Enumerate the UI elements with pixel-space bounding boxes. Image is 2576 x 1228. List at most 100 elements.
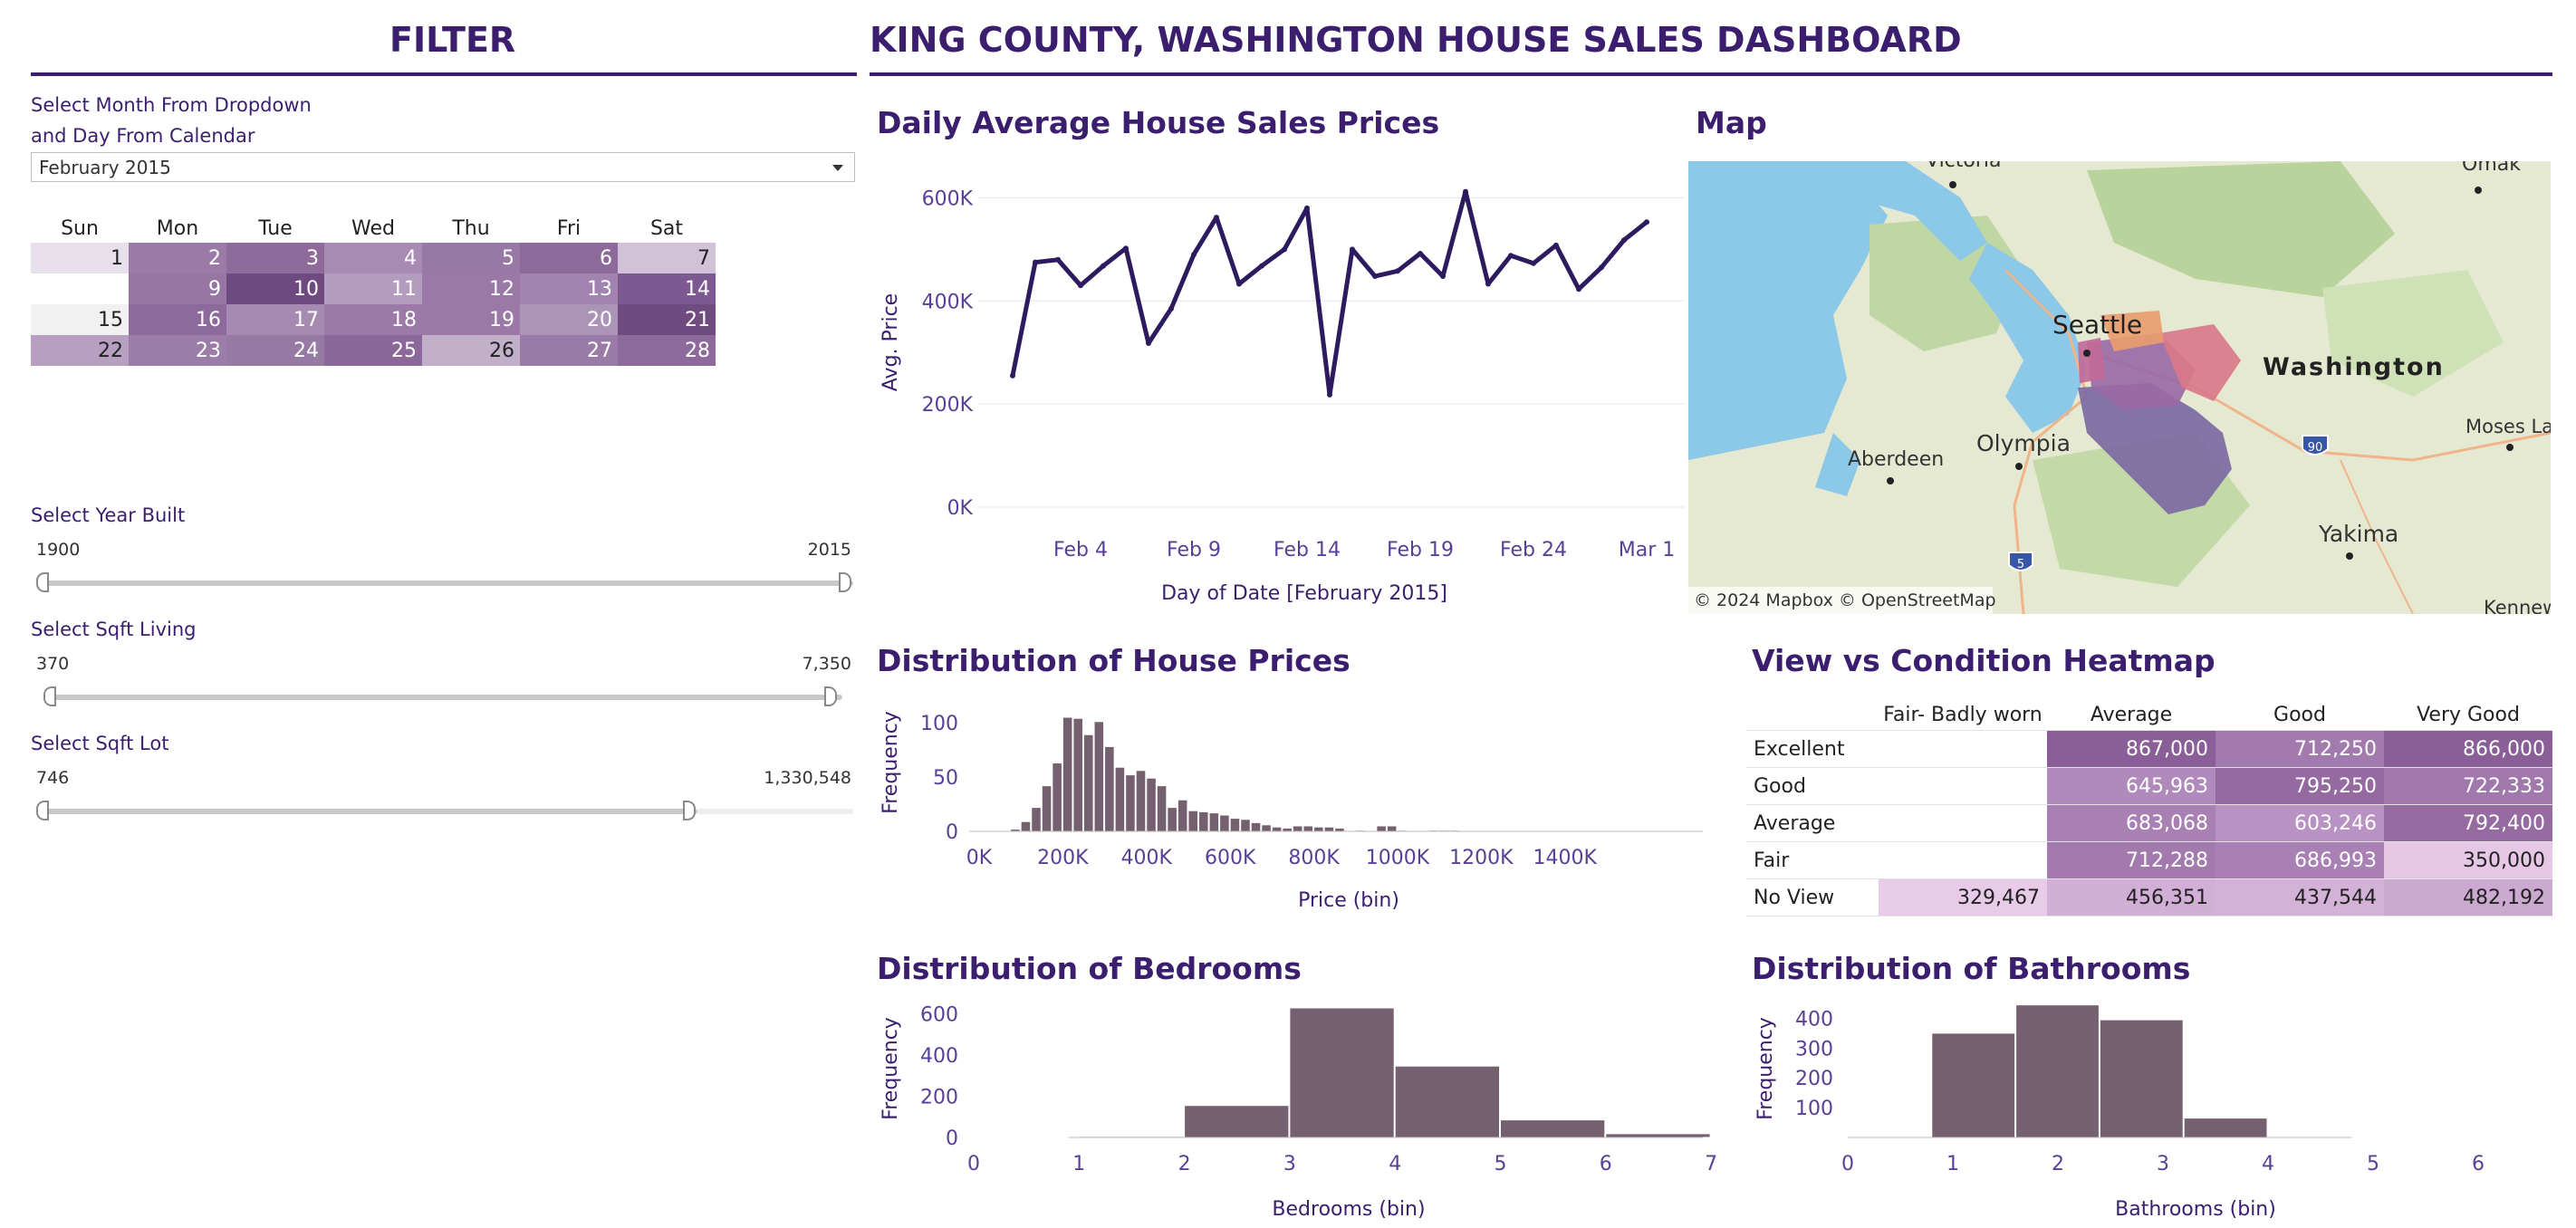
calendar-day[interactable]: 18 [324,304,422,335]
calendar-day[interactable]: 5 [422,243,520,273]
price-bar[interactable] [1302,825,1314,832]
heatmap-cell[interactable]: 866,000 [2384,730,2552,768]
calendar-day[interactable]: 15 [31,304,129,335]
line-point[interactable] [1395,268,1400,274]
price-bar[interactable] [1187,810,1199,832]
line-point[interactable] [1168,305,1174,312]
calendar-day[interactable]: 4 [324,243,422,273]
price-bar[interactable] [1082,734,1094,832]
calendar-day[interactable]: 17 [226,304,324,335]
price-bar[interactable] [1041,785,1053,832]
line-point[interactable] [1553,242,1559,248]
price-bar[interactable] [1062,716,1073,832]
line-point[interactable] [1101,263,1106,269]
line-point[interactable] [1191,252,1197,258]
heatmap-cell[interactable]: 603,246 [2216,804,2384,842]
heatmap-cell[interactable]: 456,351 [2047,878,2216,916]
bedrooms-bar[interactable] [1289,1007,1395,1138]
slider-max-handle[interactable] [839,572,851,592]
price-bar[interactable] [1198,811,1209,832]
price-bar[interactable] [1020,820,1032,832]
calendar-day[interactable]: 23 [129,335,226,366]
calendar-day[interactable]: 20 [520,304,618,335]
sqft-living-slider[interactable] [43,686,842,708]
price-bar[interactable] [1219,814,1230,832]
line-point[interactable] [1214,215,1219,221]
map-attribution[interactable]: © 2024 Mapbox © OpenStreetMap [1694,590,1996,610]
month-dropdown[interactable]: February 2015 [31,152,855,182]
price-bar[interactable] [1167,807,1177,832]
line-point[interactable] [1440,273,1446,279]
bathrooms-bar[interactable] [1931,1032,2016,1138]
bathrooms-bar[interactable] [2099,1019,2184,1138]
line-point[interactable] [1055,256,1061,263]
calendar-day[interactable]: 24 [226,335,324,366]
line-point[interactable] [1350,246,1355,253]
heatmap-cell[interactable]: 437,544 [2216,878,2384,916]
calendar-day[interactable]: 13 [520,273,618,304]
line-point[interactable] [1508,253,1514,259]
price-bar[interactable] [1282,827,1293,832]
calendar-day[interactable]: 21 [618,304,716,335]
calendar-day[interactable]: 3 [226,243,324,273]
slider-max-handle[interactable] [824,686,837,706]
line-point[interactable] [1644,219,1649,225]
heatmap-cell[interactable]: 722,333 [2384,767,2552,805]
price-bar[interactable] [1104,745,1115,832]
line-point[interactable] [1418,250,1423,256]
calendar-day[interactable]: 7 [618,243,716,273]
line-point[interactable] [1531,260,1536,266]
price-bar[interactable] [1261,824,1272,832]
price-bar[interactable] [1031,807,1042,832]
calendar-day[interactable]: 6 [520,243,618,273]
line-point[interactable] [1282,246,1287,253]
calendar-day[interactable]: 9 [129,273,226,304]
price-bar[interactable] [1156,785,1168,832]
heatmap-cell[interactable]: 792,400 [2384,804,2552,842]
heatmap-cell[interactable]: 712,250 [2216,730,2384,768]
bedrooms-bar[interactable] [1394,1065,1501,1138]
price-bar[interactable] [1386,825,1398,832]
calendar-day[interactable]: 2 [129,243,226,273]
sqft-lot-slider[interactable] [36,801,853,822]
bathrooms-bar[interactable] [2183,1118,2268,1138]
calendar-day[interactable]: 27 [520,335,618,366]
line-point[interactable] [1599,264,1604,271]
line-point[interactable] [1372,273,1378,279]
heatmap-cell[interactable]: 867,000 [2047,730,2216,768]
bedrooms-bar[interactable] [1184,1105,1290,1138]
line-point[interactable] [1463,188,1468,195]
heatmap-cell[interactable]: 795,250 [2216,767,2384,805]
heatmap-cell[interactable]: 482,192 [2384,878,2552,916]
price-bar[interactable] [1125,774,1136,832]
calendar-day[interactable]: 25 [324,335,422,366]
price-bar[interactable] [1093,721,1105,832]
heatmap-cell[interactable]: 686,993 [2216,841,2384,879]
line-point[interactable] [1010,372,1015,379]
price-bar[interactable] [1177,799,1188,832]
slider-max-handle[interactable] [683,801,696,820]
line-point[interactable] [1621,237,1627,244]
bedrooms-bar[interactable] [1605,1133,1711,1138]
price-bar[interactable] [1052,762,1062,832]
year-built-slider[interactable] [36,572,853,594]
line-point[interactable] [1146,340,1151,346]
heatmap-cell[interactable]: 712,288 [2047,841,2216,879]
calendar-day[interactable]: 26 [422,335,520,366]
line-point[interactable] [1576,286,1581,293]
price-bar[interactable] [1271,826,1283,832]
price-bar[interactable] [1146,777,1157,832]
calendar-day[interactable]: 1 [31,243,129,273]
bedrooms-bar[interactable] [1500,1119,1606,1138]
line-point[interactable] [1123,245,1129,252]
calendar-day[interactable]: 11 [324,273,422,304]
calendar-day[interactable]: 19 [422,304,520,335]
line-point[interactable] [1485,281,1491,287]
calendar-day[interactable]: 10 [226,273,324,304]
price-bar[interactable] [1376,825,1387,832]
calendar-day[interactable]: 12 [422,273,520,304]
line-point[interactable] [1236,281,1242,287]
map-view[interactable]: 90 5 Victoria Omak Seattle Washington Ab… [1688,161,2551,614]
calendar-day[interactable]: 28 [618,335,716,366]
line-point[interactable] [1078,283,1083,289]
